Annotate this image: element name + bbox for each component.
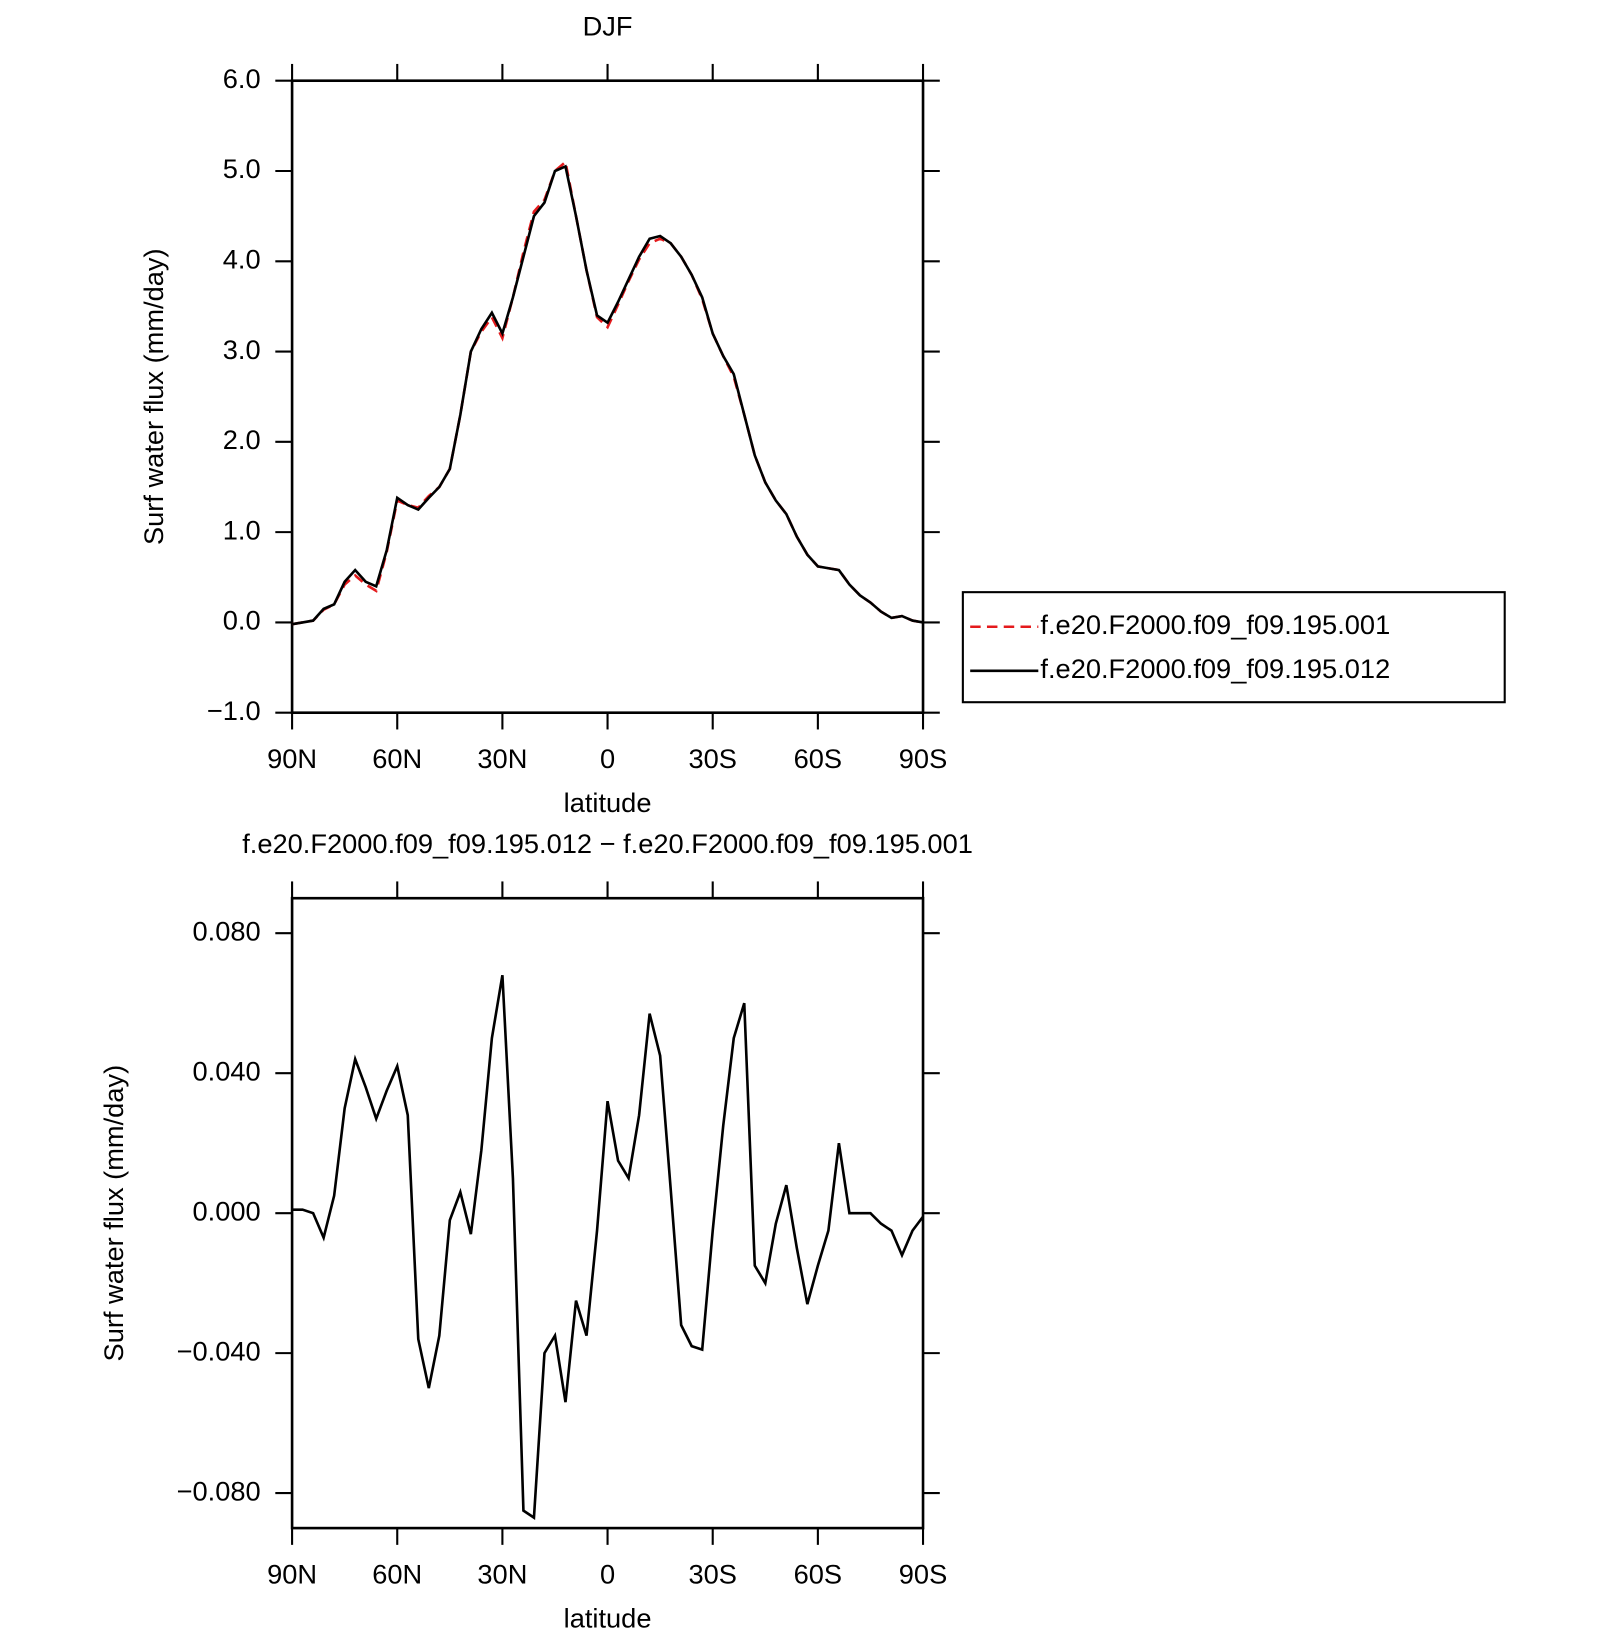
x-tick-label: 30S (688, 743, 736, 774)
x-axis-label: latitude (564, 787, 652, 818)
y-tick-label: 5.0 (223, 153, 261, 184)
y-tick-label: 6.0 (223, 63, 261, 94)
x-tick-label: 0 (600, 1559, 615, 1590)
x-tick-label: 30N (477, 743, 527, 774)
x-tick-label: 60N (372, 743, 422, 774)
x-tick-label: 90N (267, 743, 317, 774)
y-tick-label: 2.0 (223, 424, 261, 455)
y-tick-label: −0.080 (177, 1475, 261, 1506)
x-tick-label: 60S (794, 743, 842, 774)
legend-box (961, 591, 1506, 704)
legend-label: f.e20.F2000.f09_f09.195.001 (1040, 609, 1390, 640)
x-tick-label: 30S (688, 1559, 736, 1590)
y-tick-label: 0.0 (223, 605, 261, 636)
x-axis-label: latitude (564, 1603, 652, 1634)
chart-title: DJF (583, 11, 633, 42)
plot-frame (290, 896, 925, 1530)
y-tick-label: 0.040 (192, 1055, 260, 1086)
x-tick-label: 60N (372, 1559, 422, 1590)
y-tick-label: −1.0 (207, 695, 261, 726)
x-tick-label: 90N (267, 1559, 317, 1590)
chart-title: f.e20.F2000.f09_f09.195.012 − f.e20.F200… (242, 828, 973, 859)
x-tick-label: 60S (794, 1559, 842, 1590)
data-line (291, 159, 924, 626)
x-tick-label: 90S (899, 1559, 947, 1590)
y-tick-label: 0.080 (192, 915, 260, 946)
data-line (291, 164, 924, 626)
plot-frame (290, 79, 925, 715)
y-axis-label: Surf water flux (mm/day) (138, 248, 169, 545)
y-tick-label: 4.0 (223, 243, 261, 274)
y-axis-label: Surf water flux (mm/day) (98, 1065, 129, 1362)
x-tick-label: 90S (899, 743, 947, 774)
data-line (292, 974, 925, 1520)
x-tick-label: 30N (477, 1559, 527, 1590)
y-tick-label: 3.0 (223, 334, 261, 365)
y-tick-label: 0.000 (192, 1195, 260, 1226)
x-tick-label: 0 (600, 743, 615, 774)
y-tick-label: 1.0 (223, 514, 261, 545)
y-tick-label: −0.040 (177, 1335, 261, 1366)
legend-label: f.e20.F2000.f09_f09.195.012 (1040, 653, 1390, 684)
